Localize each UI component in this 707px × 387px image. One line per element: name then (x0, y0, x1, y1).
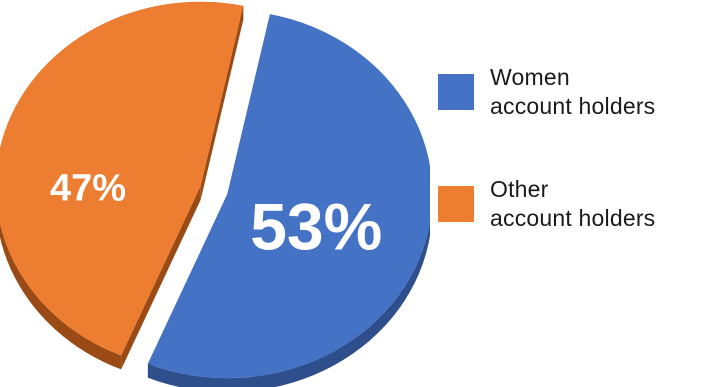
legend-item-other: Other account holders (438, 172, 707, 236)
legend-swatch-women (438, 74, 474, 110)
slice-label-women: 53% (250, 190, 382, 264)
pie-chart: 53% 47% (0, 1, 433, 387)
legend-label-women: Women account holders (490, 64, 656, 119)
legend-swatch-other (438, 186, 474, 222)
slice-women (147, 14, 433, 379)
legend-item-women: Women account holders (438, 60, 707, 124)
slice-other (0, 1, 244, 356)
chart-legend: Women account holders Other account hold… (438, 60, 707, 284)
slice-other-side (0, 1, 244, 370)
legend-label-other: Other account holders (490, 176, 656, 231)
pie-chart-svg: 53% 47% (0, 1, 433, 387)
slice-label-other: 47% (50, 167, 126, 209)
